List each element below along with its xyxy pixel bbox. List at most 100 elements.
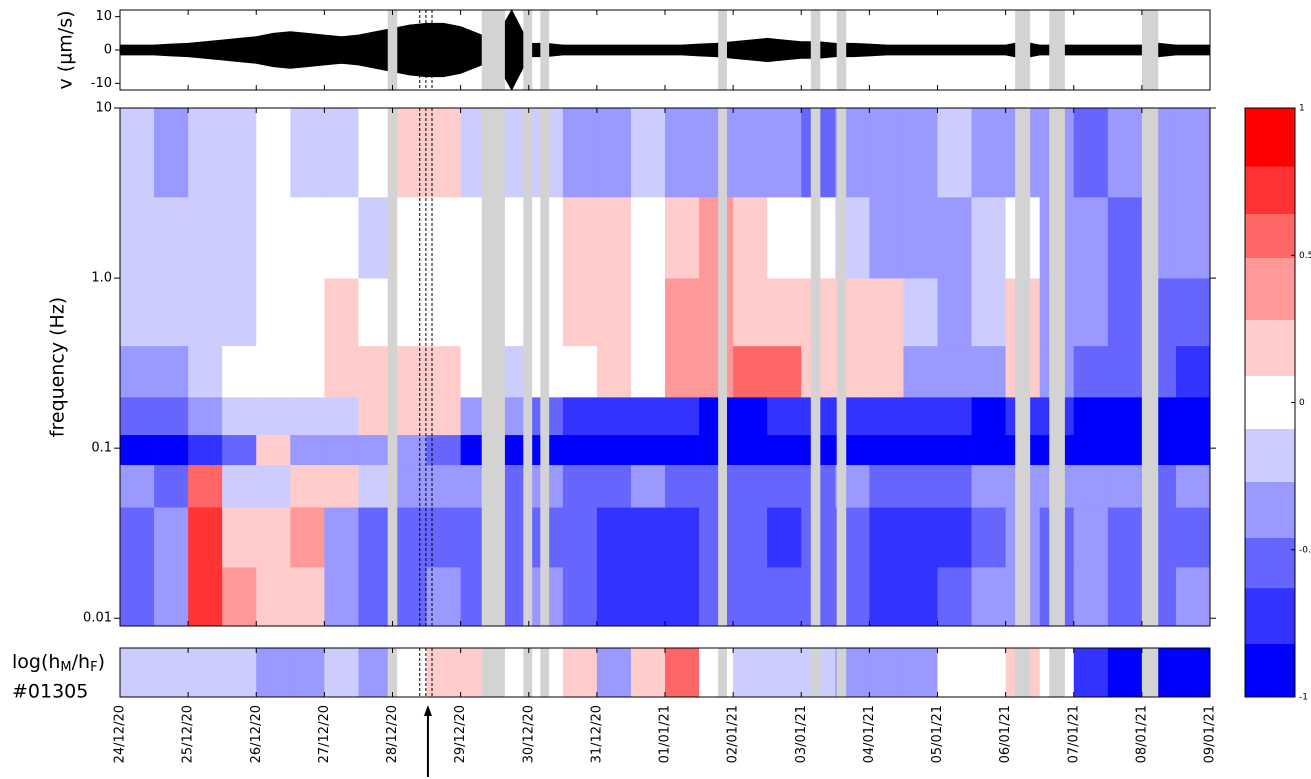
- heat-cell: [392, 464, 427, 508]
- heat-cell: [324, 345, 359, 398]
- heat-cell: [665, 507, 700, 568]
- data-gap: [1141, 648, 1159, 697]
- heat-cell: [1175, 196, 1211, 279]
- heat-cell: [1107, 108, 1143, 198]
- heat-cell: [1107, 464, 1143, 508]
- y-tick-label: 10: [95, 9, 112, 24]
- colorbar-band: [1245, 588, 1295, 644]
- heat-cell: [937, 464, 972, 508]
- data-gap: [387, 108, 398, 626]
- heat-cell: [937, 396, 972, 436]
- heat-cell: [665, 278, 700, 347]
- heat-cell: [120, 196, 155, 279]
- x-tick-label: 05/01/21: [930, 705, 945, 763]
- heat-cell: [665, 108, 700, 198]
- heat-cell: [120, 345, 155, 398]
- heat-cell: [630, 567, 666, 627]
- heat-cell: [699, 464, 734, 508]
- heat-cell: [290, 567, 325, 627]
- heat-cell: [699, 396, 734, 436]
- heat-cell: [1073, 567, 1109, 627]
- heat-cell: [222, 278, 257, 347]
- x-tick-label: 08/01/21: [1134, 705, 1149, 763]
- heat-cell: [596, 464, 632, 508]
- heat-cell: [630, 345, 666, 398]
- heat-cell: [392, 507, 427, 568]
- strip-cell: [154, 648, 189, 697]
- heat-cell: [699, 507, 734, 568]
- data-gap: [540, 108, 550, 626]
- heat-cell: [562, 345, 598, 398]
- heat-cell: [188, 567, 223, 627]
- heat-cell: [154, 396, 189, 436]
- heat-cell: [154, 567, 189, 627]
- heat-cell: [903, 396, 938, 436]
- strip-cell: [222, 648, 257, 697]
- heat-cell: [392, 278, 427, 347]
- heat-cell: [562, 108, 598, 198]
- heat-cell: [733, 434, 768, 466]
- strip-cell: [665, 648, 700, 697]
- heat-cell: [733, 108, 768, 198]
- x-tick-label: 24/12/20: [113, 705, 128, 763]
- strip-cell: [120, 648, 155, 697]
- heat-cell: [1107, 434, 1143, 466]
- trace-upper: [119, 9, 1211, 51]
- heat-cell: [154, 434, 189, 466]
- heat-cell: [665, 396, 700, 436]
- colorbar-tick-label: 1: [1299, 104, 1305, 114]
- strip-cell: [324, 648, 359, 697]
- heat-cell: [630, 196, 666, 279]
- heat-cell: [767, 345, 802, 398]
- heat-cell: [903, 108, 938, 198]
- heat-cell: [1073, 464, 1109, 508]
- heat-cell: [426, 567, 462, 627]
- heat-cell: [869, 196, 904, 279]
- heat-cell: [188, 507, 223, 568]
- heat-cell: [562, 278, 598, 347]
- colorbar-band: [1245, 214, 1295, 259]
- colorbar-tick-label: 0.5: [1299, 251, 1311, 261]
- heat-cell: [767, 567, 802, 627]
- colorbar-band: [1245, 166, 1295, 215]
- data-gap: [481, 10, 505, 90]
- heat-cell: [154, 507, 189, 568]
- heat-cell: [358, 507, 393, 568]
- heat-cell: [596, 278, 632, 347]
- y-tick-label: 1.0: [91, 271, 112, 286]
- heat-cell: [869, 345, 904, 398]
- heat-cell: [869, 434, 904, 466]
- heat-cell: [256, 278, 291, 347]
- heat-cell: [290, 196, 325, 279]
- heat-cell: [562, 464, 598, 508]
- strip-cell: [1073, 648, 1109, 697]
- data-gap: [836, 108, 847, 626]
- y-tick-label: -10: [91, 76, 112, 91]
- heat-cell: [154, 278, 189, 347]
- strip-cell: [596, 648, 632, 697]
- colorbar-tick-label: -1: [1299, 693, 1308, 703]
- heat-cell: [222, 396, 257, 436]
- heat-cell: [358, 464, 393, 508]
- heat-cell: [767, 464, 802, 508]
- strip-cell: [358, 648, 393, 697]
- heat-cell: [324, 464, 359, 508]
- heat-cell: [222, 434, 257, 466]
- strip-cell: [1107, 648, 1143, 697]
- heat-cell: [188, 278, 223, 347]
- colorbar-band: [1245, 643, 1295, 697]
- heat-cell: [562, 396, 598, 436]
- data-gap: [1015, 648, 1031, 697]
- colorbar-tick-label: 0: [1299, 398, 1305, 408]
- heat-cell: [733, 507, 768, 568]
- heat-cell: [903, 278, 938, 347]
- heat-cell: [562, 567, 598, 627]
- heat-cell: [767, 396, 802, 436]
- heat-cell: [392, 434, 427, 466]
- heat-cell: [971, 278, 1007, 347]
- heat-cell: [120, 108, 155, 198]
- heat-cell: [596, 345, 632, 398]
- data-gap: [1049, 108, 1065, 626]
- heat-cell: [222, 507, 257, 568]
- data-gap: [1141, 10, 1159, 90]
